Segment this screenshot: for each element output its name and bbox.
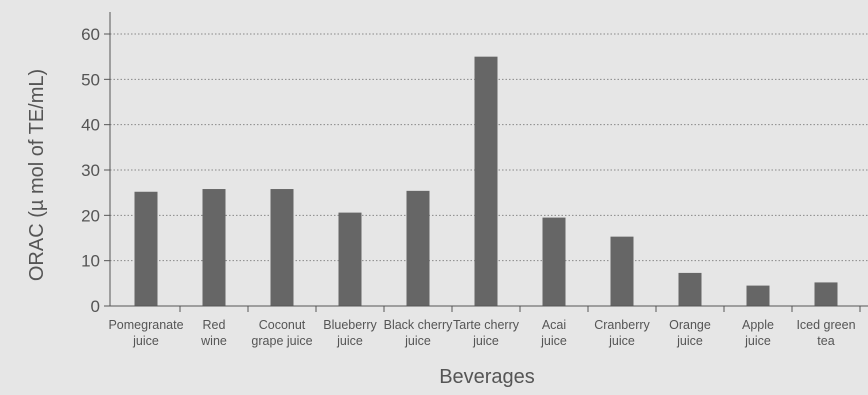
y-tick-label: 10 xyxy=(81,252,100,271)
bar xyxy=(474,56,498,306)
axes xyxy=(109,12,868,307)
bar xyxy=(406,190,430,306)
x-tick-labels: Pomegranate juice Red wine Coconut grape juic… xyxy=(108,306,861,348)
y-tick-label: 20 xyxy=(81,206,100,225)
x-tick-label: Black cherry juice xyxy=(384,318,454,348)
bar xyxy=(610,236,634,306)
bar xyxy=(542,217,566,306)
x-tick-label: Apple juice xyxy=(742,318,774,348)
x-tick-label: Blueberry juice xyxy=(323,318,377,348)
y-tick-label: 0 xyxy=(91,297,100,316)
x-tick-label: Cranberry juice xyxy=(594,318,650,348)
bar xyxy=(202,189,226,306)
bar xyxy=(678,272,702,306)
bar xyxy=(814,282,838,306)
x-tick-label: Iced green tea xyxy=(796,318,855,348)
bar xyxy=(338,212,362,306)
y-tick-labels: 0 10 20 30 40 50 60 xyxy=(81,25,100,316)
x-tick-label: Tarte cherry juice xyxy=(453,318,520,348)
x-axis-title: Beverages xyxy=(439,366,535,388)
y-axis-title: ORAC (µ mol of TE/mL) xyxy=(26,69,48,281)
x-tick-label: Acai juice xyxy=(540,318,567,348)
x-tick-label: Orange juice xyxy=(669,318,711,348)
bar xyxy=(134,191,158,306)
x-tick-label: Coconut grape juice xyxy=(251,318,312,348)
x-tick-label: Red wine xyxy=(200,318,227,348)
y-tick-label: 40 xyxy=(81,116,100,135)
y-tick-label: 50 xyxy=(81,70,100,89)
bars xyxy=(134,56,838,306)
y-tick-label: 60 xyxy=(81,25,100,44)
y-tick-label: 30 xyxy=(81,161,100,180)
bar xyxy=(270,189,294,306)
x-tick-label: Pomegranate juice xyxy=(108,318,183,348)
bar xyxy=(746,285,770,306)
